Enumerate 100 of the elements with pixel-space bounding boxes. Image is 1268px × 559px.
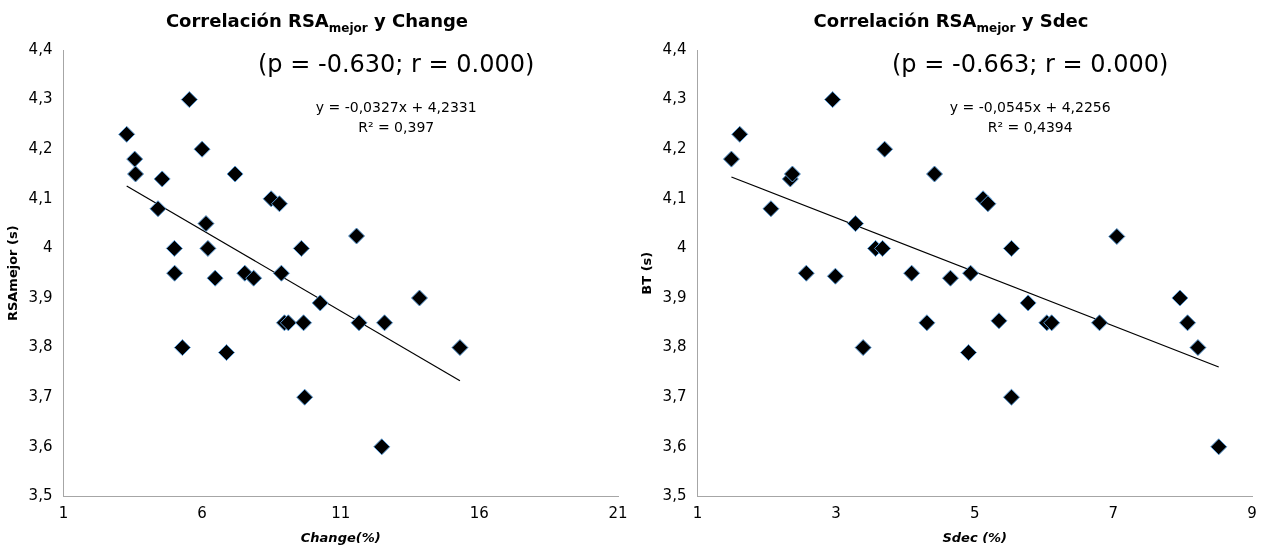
- y-tick-label: 4: [42, 238, 53, 257]
- point: [959, 344, 977, 362]
- point: [348, 227, 366, 245]
- point: [373, 438, 391, 456]
- point: [295, 314, 313, 332]
- x-tick-label: 9: [1247, 504, 1257, 523]
- y-tick-label: 3,8: [28, 337, 53, 356]
- y-tick-label: 4,3: [662, 89, 687, 108]
- point: [1108, 228, 1126, 245]
- annotation: R² = 0,4394: [987, 119, 1073, 135]
- y-tick-label: 4,1: [28, 188, 53, 207]
- point: [722, 150, 740, 168]
- x-tick-label: 1: [692, 504, 703, 523]
- point: [350, 314, 368, 332]
- point: [126, 150, 144, 168]
- y-tick-label: 3,6: [662, 436, 687, 455]
- point: [854, 339, 872, 357]
- point: [1091, 314, 1108, 332]
- y-tick-label: 4,3: [28, 89, 53, 108]
- point: [1002, 239, 1020, 257]
- point: [376, 314, 394, 332]
- x-tick-label: 5: [969, 504, 980, 523]
- y-tick-label: 3,9: [28, 287, 53, 306]
- x-axis-title: Change(%): [300, 529, 381, 545]
- y-tick-label: 4,4: [662, 39, 687, 58]
- point: [1002, 388, 1020, 406]
- annotation: R² = 0,397: [358, 119, 435, 135]
- point: [153, 170, 171, 188]
- point: [165, 239, 183, 257]
- x-tick-label: 16: [469, 504, 489, 523]
- y-tick-label: 3,7: [662, 387, 687, 406]
- point: [292, 239, 310, 257]
- point: [180, 91, 198, 109]
- point: [731, 125, 749, 143]
- point: [847, 215, 864, 233]
- y-tick-label: 3,8: [662, 337, 687, 356]
- point: [797, 264, 815, 282]
- point: [193, 140, 211, 158]
- point: [149, 200, 167, 218]
- y-tick-label: 3,6: [28, 436, 53, 455]
- point: [1189, 339, 1207, 357]
- point: [926, 165, 944, 183]
- point: [197, 215, 215, 233]
- point: [979, 195, 997, 213]
- point: [1043, 314, 1061, 332]
- point: [762, 200, 780, 218]
- point: [1179, 314, 1197, 332]
- annotation: y = -0,0327x + 4,2331: [315, 99, 477, 115]
- point: [1019, 294, 1037, 312]
- point: [410, 289, 428, 307]
- x-tick-label: 21: [608, 504, 628, 523]
- annotation: (p = -0.630; r = 0.000): [258, 50, 535, 78]
- y-tick-label: 3,7: [28, 387, 53, 406]
- annotation: y = -0,0545x + 4,2256: [949, 99, 1111, 115]
- point: [245, 269, 263, 287]
- point: [874, 239, 892, 257]
- y-tick-label: 3,9: [662, 287, 687, 306]
- point: [903, 264, 921, 282]
- point: [826, 267, 844, 285]
- point: [279, 314, 297, 332]
- x-tick-label: 11: [331, 504, 351, 523]
- point: [270, 195, 288, 213]
- y-tick-label: 4,2: [662, 139, 687, 158]
- x-tick-label: 1: [58, 504, 69, 523]
- y-tick-label: 4,1: [662, 188, 687, 207]
- point: [941, 269, 959, 287]
- y-tick-label: 4,4: [28, 39, 53, 58]
- y-axis-title: BT (s): [639, 251, 655, 295]
- y-tick-label: 3,5: [28, 486, 53, 505]
- point: [311, 294, 329, 312]
- annotation: (p = -0.663; r = 0.000): [892, 50, 1169, 78]
- point: [876, 140, 894, 158]
- point: [127, 165, 145, 183]
- point: [1210, 438, 1228, 456]
- y-tick-label: 4,2: [28, 139, 53, 158]
- point: [296, 388, 314, 406]
- y-tick-label: 3,5: [662, 486, 687, 505]
- chart-title: Correlación RSA$_{mejor}$ y Change: [165, 10, 469, 37]
- point: [783, 165, 801, 183]
- point: [217, 344, 235, 362]
- point: [1171, 289, 1189, 307]
- x-tick-label: 3: [831, 504, 841, 523]
- point: [990, 312, 1008, 330]
- y-axis-title: RSAmejor (s): [5, 225, 21, 322]
- point: [118, 125, 136, 143]
- x-axis-title: Sdec (%): [942, 529, 1008, 545]
- point: [199, 239, 217, 257]
- point: [918, 314, 936, 332]
- x-tick-label: 7: [1108, 504, 1119, 523]
- x-tick-label: 6: [197, 504, 207, 523]
- y-tick-label: 4: [676, 238, 687, 257]
- point: [166, 264, 184, 282]
- point: [226, 165, 244, 183]
- point: [962, 264, 980, 282]
- chart-title: Correlación RSA$_{mejor}$ y Sdec: [813, 10, 1089, 37]
- point: [451, 339, 469, 357]
- point: [824, 91, 842, 109]
- point: [173, 339, 191, 357]
- point: [206, 269, 224, 287]
- point: [272, 264, 290, 282]
